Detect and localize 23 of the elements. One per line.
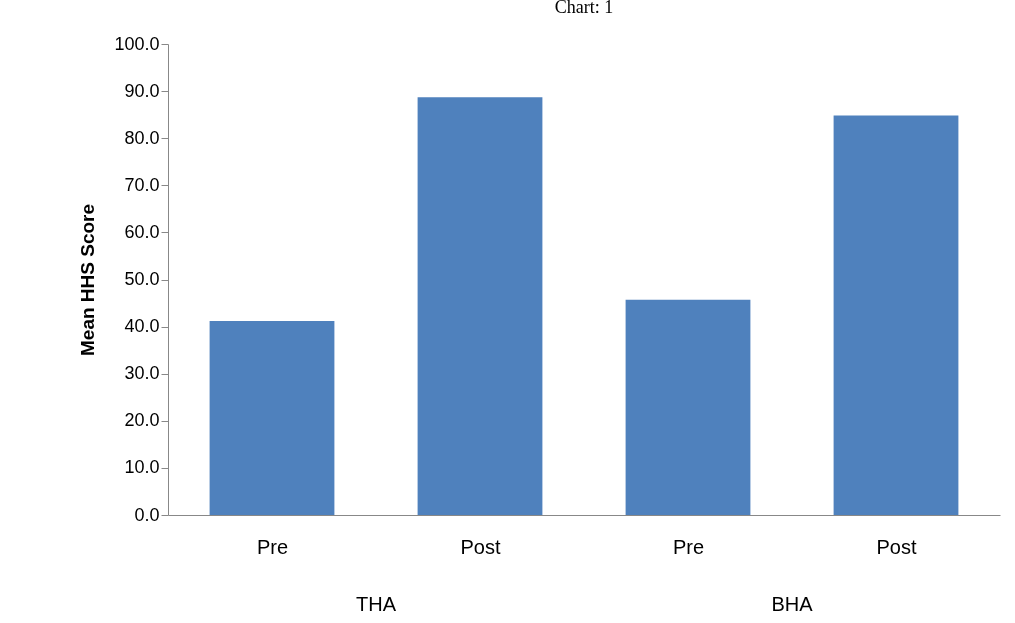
bar <box>625 299 751 515</box>
y-tick-label: 40.0 <box>124 316 160 337</box>
x-tick-label: Post <box>876 535 917 558</box>
y-tick-label: 50.0 <box>124 269 160 289</box>
y-tick-label: 80.0 <box>124 127 160 148</box>
x-tick-label: Pre <box>672 535 705 558</box>
bar <box>417 97 543 515</box>
bar <box>209 320 335 515</box>
x-tick-label: Pre <box>256 535 289 558</box>
y-tick-label: 20.0 <box>124 410 160 431</box>
y-tick-label: 30.0 <box>124 363 160 384</box>
y-tick-label: 10.0 <box>124 457 160 478</box>
x-tick-label: Post <box>460 535 501 558</box>
y-tick-label: 60.0 <box>124 221 160 242</box>
y-tick-label: 100.0 <box>114 33 160 54</box>
y-tick-label: 0.0 <box>134 504 160 525</box>
y-tick-label: 90.0 <box>124 80 160 101</box>
bar <box>833 115 959 515</box>
chart-title: Chart: 1 <box>554 0 614 17</box>
y-tick-label: 70.0 <box>124 174 160 195</box>
y-axis-title: Mean HHS Score <box>77 203 99 357</box>
text: BHA <box>771 593 814 615</box>
text: THA <box>356 593 397 615</box>
